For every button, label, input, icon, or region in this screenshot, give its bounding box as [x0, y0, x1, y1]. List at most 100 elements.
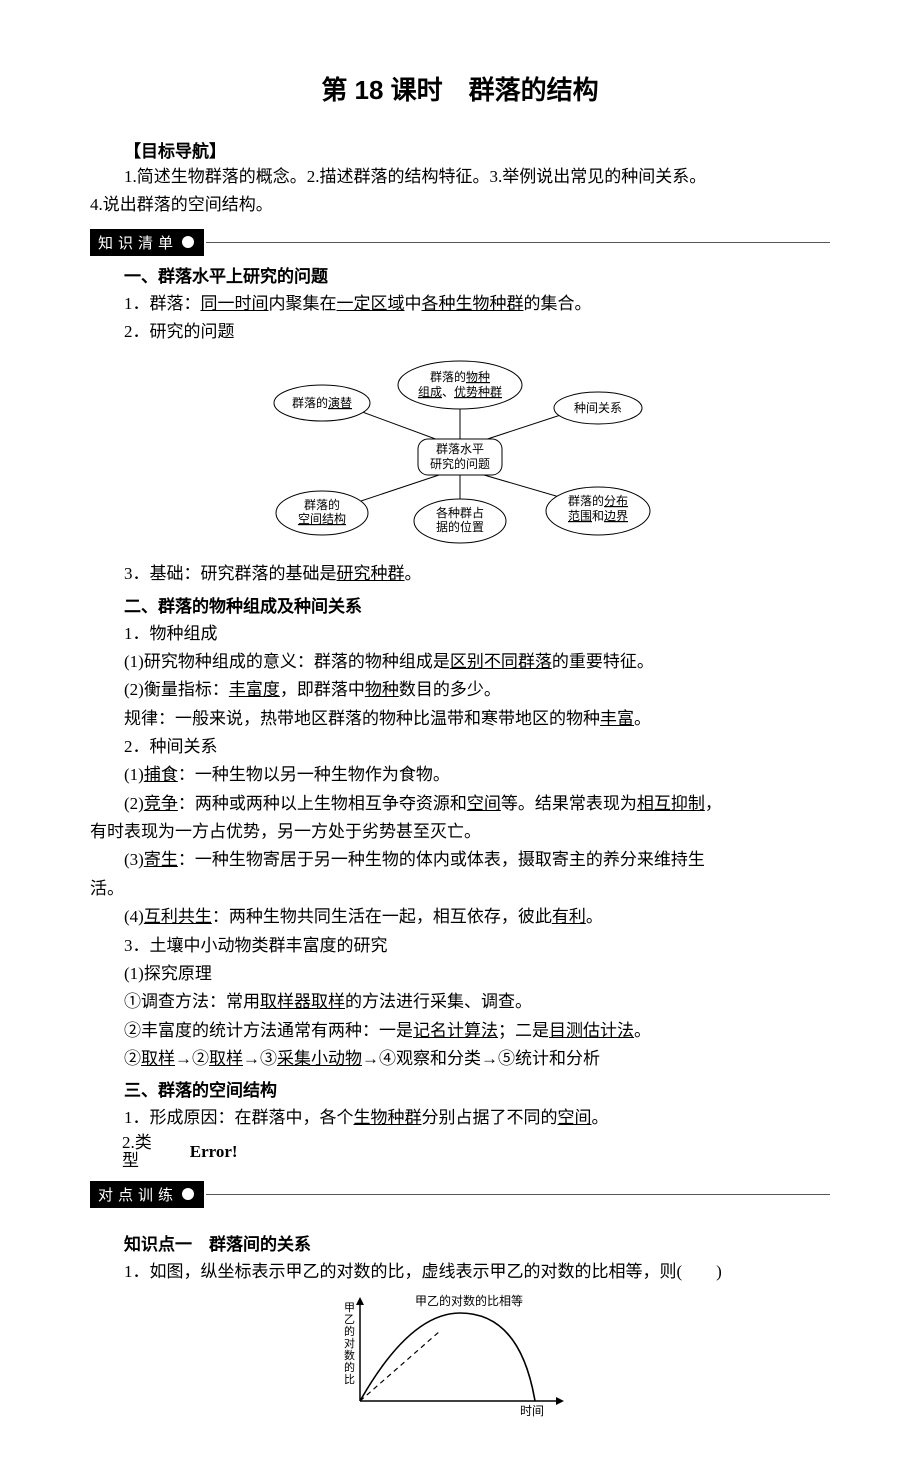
- text: 内聚集在: [269, 294, 337, 313]
- lesson-title: 第 18 课时 群落的结构: [90, 70, 830, 107]
- underline: 一定区域: [337, 294, 405, 313]
- stack-2: 型: [90, 1152, 152, 1171]
- objectives-line-1: 1.简述生物群落的概念。2.描述群落的结构特征。3.举例说出常见的种间关系。: [90, 164, 830, 190]
- node-tl: 群落的: [292, 395, 328, 410]
- sec1-p2: 2．研究的问题: [90, 319, 830, 345]
- text: ；二是: [498, 1021, 549, 1040]
- banner-label: 知识清单: [90, 229, 204, 256]
- sec3-stack: 2.类 型: [90, 1134, 152, 1171]
- svg-text:时间: 时间: [520, 1404, 544, 1418]
- kp1-heading: 知识点一 群落间的关系: [90, 1230, 830, 1255]
- svg-text:群落的物种: 群落的物种: [430, 369, 490, 384]
- underline: 采集小动物: [277, 1049, 362, 1068]
- svg-text:研究的问题: 研究的问题: [430, 456, 490, 471]
- sec1-p1: 1．群落：同一时间内聚集在一定区域中各种生物种群的集合。: [90, 291, 830, 317]
- sec2-p9: (4)互利共生：两种生物共同生活在一起，相互依存，彼此有利。: [90, 904, 830, 930]
- text: 中: [405, 294, 422, 313]
- section-3-heading: 三、群落的空间结构: [90, 1076, 830, 1101]
- sec3-p1: 1．形成原因：在群落中，各个生物种群分别占据了不同的空间。: [90, 1105, 830, 1131]
- page-container: 第 18 课时 群落的结构 【目标导航】 1.简述生物群落的概念。2.描述群落的…: [0, 0, 920, 1467]
- svg-text:组成、优势种群: 组成、优势种群: [418, 385, 502, 399]
- underline: 区别不同群落: [450, 652, 552, 671]
- text: ：两种或两种以上生物相互争夺资源和: [178, 794, 467, 813]
- underline: 同一时间: [201, 294, 269, 313]
- node-br-u1: 分布: [604, 494, 628, 508]
- text: 。: [586, 907, 603, 926]
- underline: 取样器取样: [260, 992, 345, 1011]
- text: (2): [124, 794, 144, 813]
- text: 的重要特征。: [552, 652, 654, 671]
- text: ②: [124, 1049, 141, 1068]
- underline: 取样: [141, 1049, 175, 1068]
- node-tc-mid: 、: [442, 385, 454, 399]
- sec2-p7: (2)竞争：两种或两种以上生物相互争夺资源和空间等。结果常表现为相互抑制，: [90, 791, 830, 817]
- text: 数目的多少。: [399, 680, 501, 699]
- svg-text:据的位置: 据的位置: [436, 519, 484, 534]
- banner-rule: [206, 242, 830, 243]
- text: 。: [405, 564, 422, 583]
- node-bc-b: 据的位置: [436, 519, 484, 534]
- text: 1．群落：: [124, 294, 201, 313]
- concept-map-svg: 群落水平 研究的问题 群落的演替 群落的物种 组成、优势种群 种间关系 群落的 …: [250, 353, 670, 553]
- sec2-p13: ②丰富度的统计方法通常有两种：一是记名计算法；二是目测估计法。: [90, 1018, 830, 1044]
- chart-legend: 甲乙的对数的比相等: [415, 1293, 523, 1308]
- banner-text: 对点训练: [98, 1184, 178, 1205]
- node-tc-u2: 优势种群: [454, 385, 502, 399]
- node-br-mid: 和: [592, 509, 604, 523]
- text: (2)衡量指标：: [124, 680, 229, 699]
- kp1-q1: 1．如图，纵坐标表示甲乙的对数的比，虚线表示甲乙的对数的比相等，则( ): [90, 1259, 830, 1285]
- svg-text:各种群占: 各种群占: [436, 505, 484, 520]
- svg-text:群落的: 群落的: [304, 497, 340, 512]
- sec2-p4: 规律：一般来说，热带地区群落的物种比温带和寒带地区的物种丰富。: [90, 706, 830, 732]
- node-br-u2: 范围: [568, 509, 592, 523]
- text: 1．形成原因：在群落中，各个: [124, 1108, 354, 1127]
- text: 。: [634, 709, 651, 728]
- text: 规律：一般来说，热带地区群落的物种比温带和寒带地区的物种: [124, 709, 600, 728]
- sec2-p12: ①调查方法：常用取样器取样的方法进行采集、调查。: [90, 989, 830, 1015]
- underline: 互利共生: [144, 907, 212, 926]
- sec2-p5: 2．种间关系: [90, 734, 830, 760]
- text: ：一种生物以另一种生物作为食物。: [178, 765, 450, 784]
- node-tc-a: 群落的: [430, 369, 466, 384]
- text: 3．基础：研究群落的基础是: [124, 564, 337, 583]
- text: (1): [124, 765, 144, 784]
- objectives-header: 【目标导航】: [90, 137, 830, 162]
- text: ①调查方法：常用: [124, 992, 260, 1011]
- chart-xlabel: 时间: [520, 1404, 544, 1418]
- sec2-p11: (1)探究原理: [90, 961, 830, 987]
- text: 的集合。: [524, 294, 592, 313]
- svg-text:群落的分布: 群落的分布: [568, 493, 628, 508]
- node-bc-a: 各种群占: [436, 505, 484, 520]
- text: (3): [124, 850, 144, 869]
- svg-text:范围和边界: 范围和边界: [568, 509, 628, 523]
- sec2-p3: (2)衡量指标：丰富度，即群落中物种数目的多少。: [90, 677, 830, 703]
- ratio-chart: 甲乙的对数的比 甲乙的对数的比相等 时间: [90, 1291, 830, 1421]
- banner-dot-icon: [182, 236, 194, 248]
- svg-text:甲乙的对数的比: 甲乙的对数的比: [344, 1302, 355, 1386]
- underline: 物种: [365, 680, 399, 699]
- sec2-p14: ②取样→②取样→③采集小动物→④观察和分类→⑤统计和分析: [90, 1046, 830, 1072]
- sec2-p10: 3．土壤中小动物类群丰富度的研究: [90, 933, 830, 959]
- ratio-chart-svg: 甲乙的对数的比 甲乙的对数的比相等 时间: [320, 1291, 600, 1421]
- sec2-p7-line2: 有时表现为一方占优势，另一方处于劣势甚至灭亡。: [90, 819, 830, 845]
- underline: 研究种群: [337, 564, 405, 583]
- banner-text: 知识清单: [98, 232, 178, 253]
- underline: 空间: [467, 794, 501, 813]
- underline: 丰富度: [229, 680, 280, 699]
- svg-text:群落水平: 群落水平: [436, 442, 484, 456]
- text: →②: [175, 1049, 209, 1068]
- diagram-center-l1: 群落水平: [436, 442, 484, 456]
- underline: 目测估计法: [549, 1021, 634, 1040]
- text: ：两种生物共同生活在一起，相互依存，彼此: [212, 907, 552, 926]
- text: 。: [634, 1021, 651, 1040]
- node-br-a: 群落的: [568, 493, 604, 508]
- node-tl-u: 演替: [328, 395, 352, 410]
- svg-text:群落的演替: 群落的演替: [292, 395, 352, 410]
- node-bl-u: 空间结构: [298, 511, 346, 526]
- text: 等。结果常表现为: [501, 794, 637, 813]
- text: 。: [592, 1108, 609, 1127]
- underline: 生物种群: [354, 1108, 422, 1127]
- banner-rule: [206, 1194, 830, 1195]
- underline: 有利: [552, 907, 586, 926]
- text: 的方法进行采集、调查。: [345, 992, 532, 1011]
